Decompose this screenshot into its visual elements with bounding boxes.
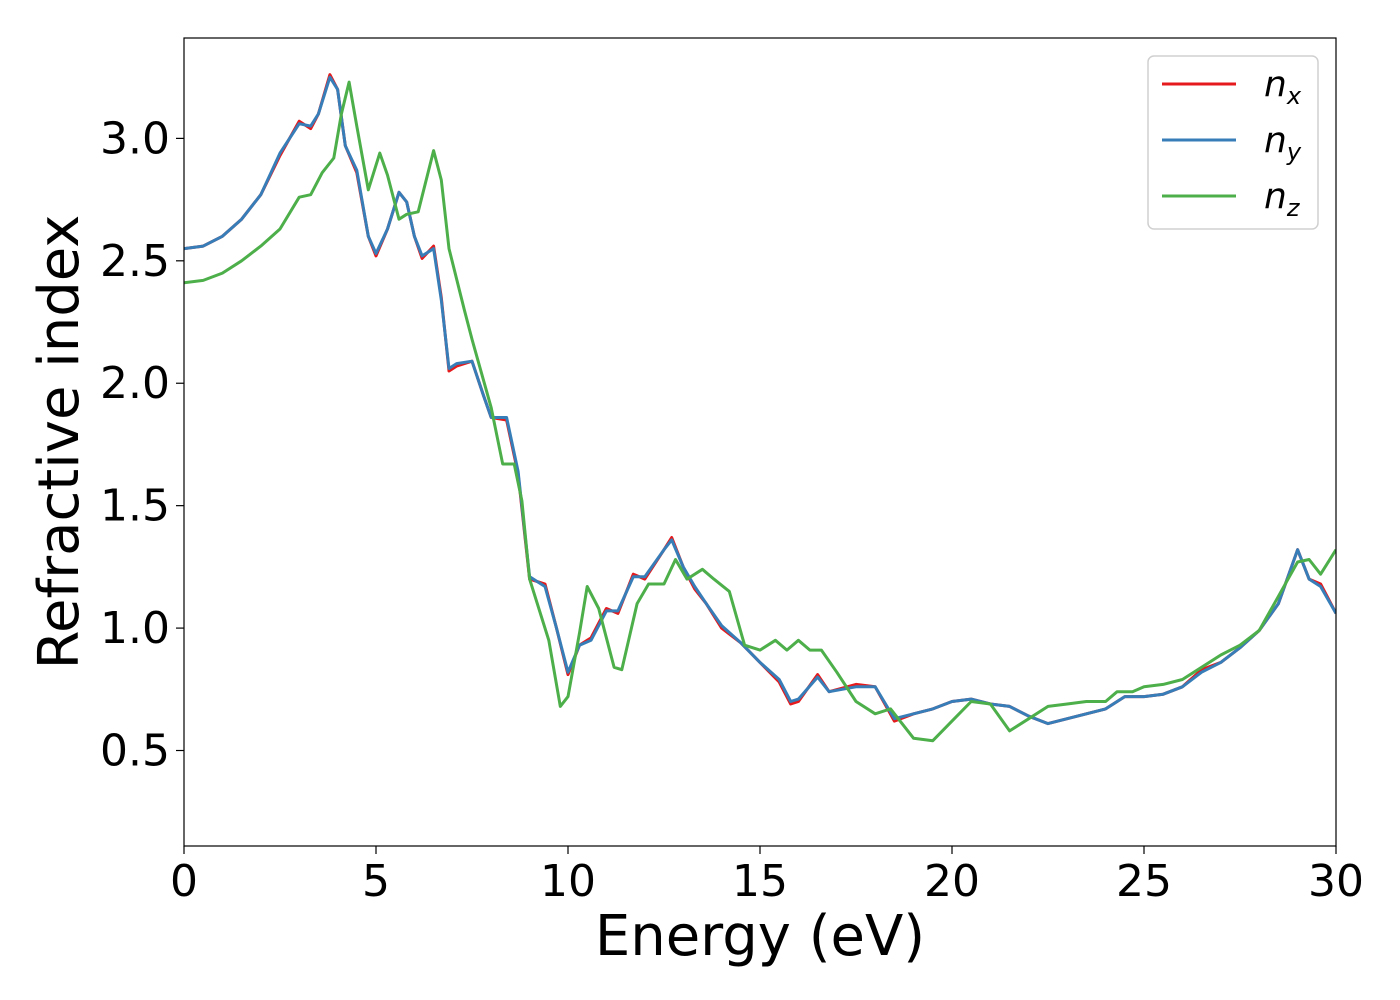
legend-label-subscript: y bbox=[1286, 138, 1302, 166]
legend-label-base: n bbox=[1264, 176, 1287, 217]
legend-label-nx: nx bbox=[1264, 64, 1302, 110]
x-tick-label: 25 bbox=[1116, 856, 1172, 907]
x-tick-label: 20 bbox=[924, 856, 980, 907]
y-tick-label: 0.5 bbox=[100, 726, 170, 777]
x-tick-label: 5 bbox=[362, 856, 390, 907]
axes: 0 5 10 15 20 25 30 0.5 1.0 1.5 2.0 2.5 3.0 bbox=[100, 37, 1364, 907]
legend-label-base: n bbox=[1264, 120, 1287, 161]
legend-label-ny: ny bbox=[1264, 120, 1302, 166]
legend-label-subscript: x bbox=[1286, 82, 1302, 110]
legend-label-nz: nz bbox=[1264, 176, 1301, 222]
x-axis-title: Energy (eV) bbox=[595, 904, 925, 969]
x-tick-label: 15 bbox=[732, 856, 788, 907]
series-line-nz bbox=[184, 80, 1336, 743]
plot-area bbox=[184, 73, 1336, 743]
y-tick-label: 1.5 bbox=[100, 481, 170, 532]
x-tick-label: 30 bbox=[1308, 856, 1364, 907]
x-tick-label: 0 bbox=[170, 856, 198, 907]
y-tick-label: 2.0 bbox=[100, 358, 170, 409]
x-tick-label: 10 bbox=[540, 856, 596, 907]
y-tick-label: 3.0 bbox=[100, 113, 170, 164]
y-tick-label: 2.5 bbox=[100, 236, 170, 287]
legend-box bbox=[1147, 55, 1319, 230]
series-line-ny bbox=[184, 75, 1336, 726]
y-tick-label: 1.0 bbox=[100, 603, 170, 654]
legend-label-base: n bbox=[1264, 64, 1287, 105]
y-axis-title: Refractive index bbox=[27, 215, 92, 670]
legend-label-subscript: z bbox=[1286, 194, 1301, 222]
